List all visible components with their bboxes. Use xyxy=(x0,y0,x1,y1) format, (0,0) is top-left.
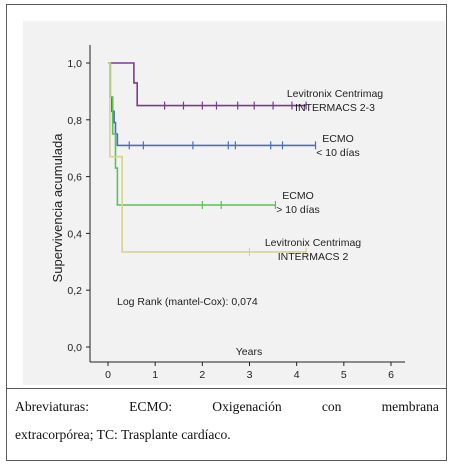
y-tick-label: 0,4 xyxy=(67,228,82,240)
caption-word: membrana xyxy=(381,399,439,414)
x-tick-label: 0 xyxy=(105,369,111,381)
caption-word: Oxigenación xyxy=(212,399,282,414)
log-rank-annotation: Log Rank (mantel-Cox): 0,074 xyxy=(117,296,258,308)
x-tick-label: 4 xyxy=(294,369,300,381)
series-label: > 10 días xyxy=(276,204,320,216)
survival-curve xyxy=(108,62,307,107)
x-tick-label: 1 xyxy=(152,369,158,381)
x-tick-label: 3 xyxy=(247,369,253,381)
plot-panel xyxy=(23,21,445,385)
y-tick-label: 1,0 xyxy=(67,58,82,70)
y-tick-label: 0,2 xyxy=(67,285,82,297)
figure-frame xyxy=(6,4,447,461)
caption-word: Abreviaturas: xyxy=(15,399,89,414)
caption-box: Abreviaturas: ECMO: Oxigenación con memb… xyxy=(7,388,447,461)
y-tick-label: 0,0 xyxy=(67,342,82,354)
survival-chart: 0,0 0,2 0,4 0,6 0,8 1,0 0 1 2 3 4 5 6 Years Superviven… xyxy=(50,45,405,381)
x-tick-label: 5 xyxy=(341,369,347,381)
y-axis-label: Supervivencia acumulada xyxy=(50,133,65,283)
series-label: ECMO xyxy=(282,190,314,202)
x-tick-label: 6 xyxy=(388,369,394,381)
x-tick-label: 2 xyxy=(199,369,205,381)
survival-curve xyxy=(108,62,316,147)
x-axis-label: Years xyxy=(236,346,262,358)
series-label: Levitronix Centrimag xyxy=(287,88,383,100)
survival-curve xyxy=(108,62,276,206)
y-tick-label: 0,8 xyxy=(67,115,82,127)
y-tick-label: 0,6 xyxy=(67,172,82,184)
series-label: < 10 días xyxy=(316,147,360,159)
caption-word: ECMO: xyxy=(129,399,173,414)
caption-word: con xyxy=(321,399,342,414)
caption-line-1: Abreviaturas: ECMO: Oxigenación con memb… xyxy=(7,389,447,421)
series-label: INTERMACS 2 xyxy=(278,251,349,263)
series-label: Levitronix Centrimag xyxy=(265,237,361,249)
series-label: ECMO xyxy=(322,133,354,145)
caption-line-2: extracorpórea; TC: Trasplante cardíaco. xyxy=(15,427,231,442)
series-label: INTERMACS 2-3 xyxy=(295,102,375,114)
survival-curve xyxy=(108,62,307,253)
